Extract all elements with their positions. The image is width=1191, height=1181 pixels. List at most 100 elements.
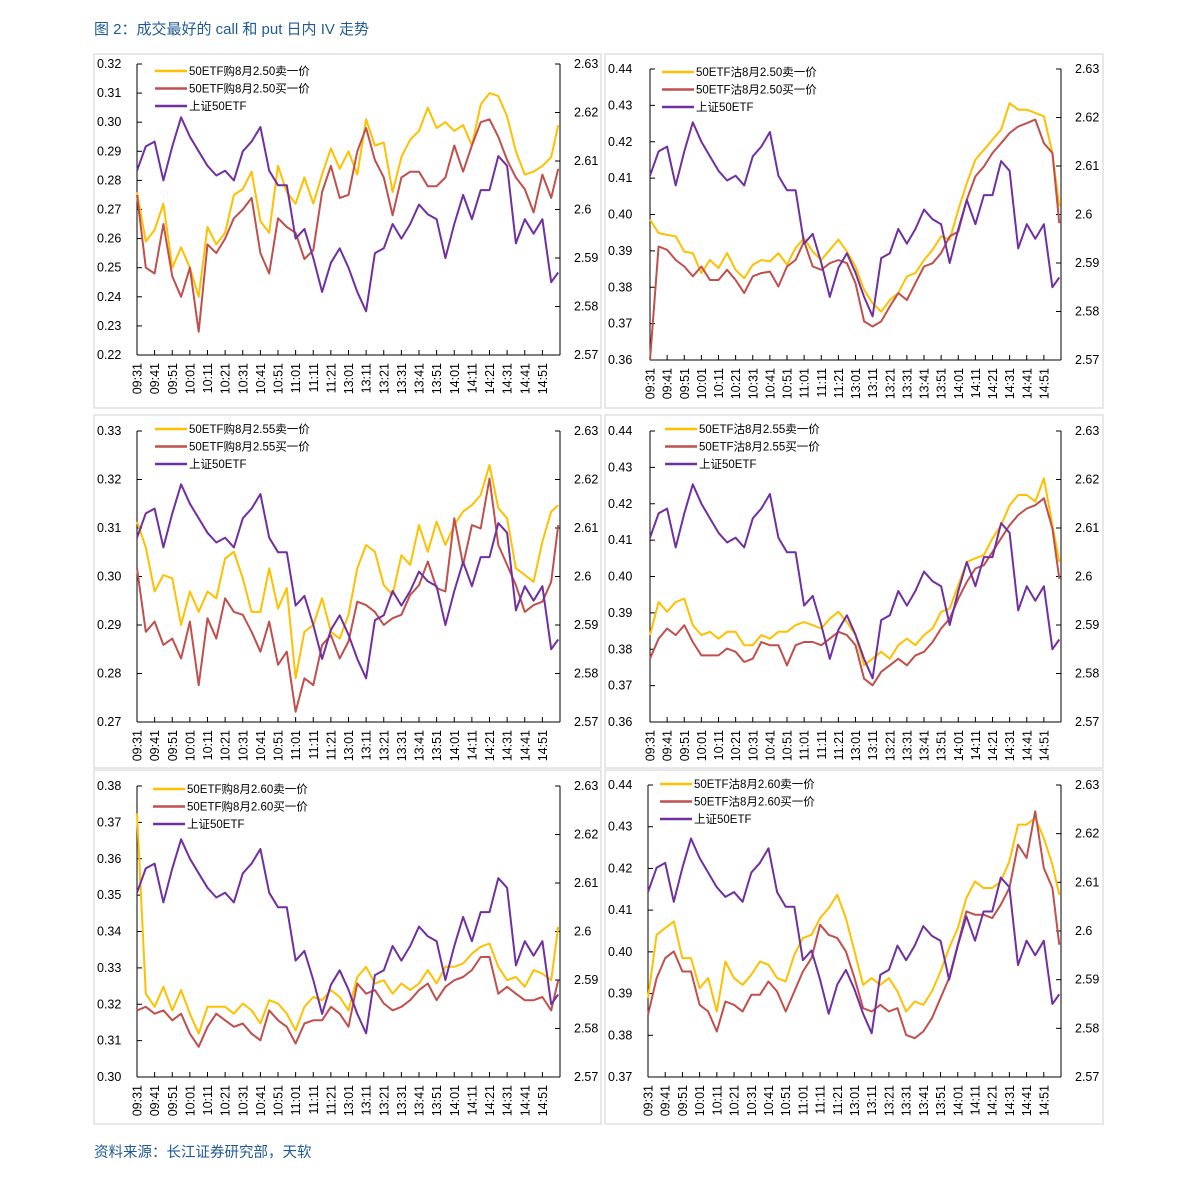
- left-axis-tick-label: 0.32: [97, 997, 121, 1011]
- figure-title: 图 2：成交最好的 call 和 put 日内 IV 走势: [94, 21, 370, 38]
- x-axis-tick-label: 10:41: [254, 363, 268, 394]
- x-axis-tick-label: 09:41: [661, 368, 675, 399]
- right-axis-tick-label: 2.62: [1075, 111, 1099, 125]
- series-line-sell: [136, 92, 560, 298]
- right-axis-tick-label: 2.6: [1075, 924, 1092, 938]
- left-axis-tick-label: 0.38: [608, 1028, 632, 1042]
- x-axis-tick-label: 10:41: [763, 730, 777, 761]
- x-axis-tick-label: 10:21: [219, 730, 233, 761]
- x-axis-tick-label: 13:31: [900, 1085, 914, 1116]
- legend-label: 50ETF购8月2.55卖一价: [189, 422, 310, 436]
- chart-panel-4: 0.44 0.43 0.42 0.41 0.40 0.39 0.38 0.37 0.36 2.63…: [604, 414, 1104, 769]
- x-axis-tick-label: 13:51: [430, 363, 444, 394]
- series-line-sell: [136, 813, 560, 1035]
- x-axis-tick-label: 10:01: [693, 1085, 707, 1116]
- x-axis-tick-label: 14:31: [1003, 1085, 1017, 1116]
- legend-label: 上证50ETF: [699, 458, 757, 471]
- legend-label: 50ETF沽8月2.60买一价: [694, 796, 815, 809]
- right-axis-tick-label: 2.58: [574, 300, 598, 314]
- left-axis-tick-label: 0.42: [608, 861, 632, 875]
- left-axis-tick-label: 0.38: [608, 280, 632, 294]
- chart-panel-3: 0.330.320.310.300.290.280.272.632.622.61…: [93, 414, 602, 769]
- legend-label: 50ETF沽8月2.50买一价: [696, 84, 817, 97]
- x-axis-tick-label: 09:31: [131, 730, 145, 761]
- left-axis-tick-label: 0.39: [608, 606, 632, 620]
- x-axis-tick-label: 14:51: [1037, 730, 1051, 761]
- x-axis-tick-label: 10:51: [272, 1085, 286, 1116]
- series-line-sell: [647, 817, 1061, 1013]
- right-axis-tick-label: 2.58: [574, 667, 598, 681]
- left-axis-tick-label: 0.32: [97, 473, 121, 487]
- left-axis-tick-label: 0.41: [608, 171, 632, 185]
- x-axis-tick-label: 14:51: [536, 363, 550, 394]
- x-axis-tick-label: 13:11: [360, 1085, 374, 1115]
- x-axis-tick-label: 11:11: [307, 363, 321, 392]
- panel-border: [93, 414, 602, 769]
- chart-panel-5: 0.38 0.37 0.36 0.35 0.34 0.33 0.32 0.31 0.30 2.63…: [93, 769, 602, 1125]
- x-axis-tick-label: 13:41: [918, 368, 932, 399]
- left-axis-tick-label: 0.44: [608, 424, 632, 438]
- x-axis-tick-label: 14:01: [952, 368, 966, 399]
- right-axis-tick-label: 2.57: [1075, 353, 1099, 367]
- x-axis-tick-label: 10:21: [729, 368, 743, 399]
- right-axis-tick-label: 2.59: [1075, 618, 1099, 632]
- x-axis-tick-label: 14:21: [483, 730, 497, 761]
- right-axis-tick-label: 2.58: [574, 1022, 598, 1036]
- x-axis-tick-label: 11:11: [307, 730, 321, 759]
- x-axis-tick-label: 10:41: [763, 368, 777, 399]
- x-axis-tick-label: 09:51: [166, 1085, 180, 1116]
- left-axis-tick-label: 0.27: [97, 715, 121, 729]
- left-axis-tick-label: 0.43: [608, 820, 632, 834]
- x-axis-tick-label: 10:31: [236, 363, 250, 394]
- left-axis-tick-label: 0.42: [608, 135, 632, 149]
- x-axis-tick-label: 10:21: [728, 1085, 742, 1116]
- chart-panel-1: 0.32 0.31 0.30 0.29 0.28 0.27 0.26 0.25 0.24 0.23…: [93, 53, 602, 409]
- series-line-buy: [136, 118, 560, 333]
- series-line-sell: [649, 102, 1061, 313]
- x-axis-tick-label: 13:41: [917, 1085, 931, 1116]
- left-axis-tick-label: 0.31: [97, 1034, 121, 1048]
- x-axis-tick-label: 09:51: [678, 368, 692, 399]
- x-axis-tick-label: 14:41: [1020, 730, 1034, 761]
- left-axis-tick-label: 0.41: [608, 903, 632, 917]
- left-axis-tick-label: 0.28: [97, 173, 121, 187]
- x-axis-tick-label: 10:01: [183, 730, 197, 761]
- legend-label: 50ETF沽8月2.55买一价: [699, 441, 820, 454]
- x-axis-tick-label: 14:31: [1003, 368, 1017, 399]
- x-axis-tick-label: 11:11: [815, 730, 829, 759]
- x-axis-tick-label: 14:31: [501, 363, 515, 394]
- left-axis-tick-label: 0.30: [97, 570, 121, 584]
- x-axis-tick-label: 10:11: [201, 1085, 215, 1115]
- series-line-etf: [647, 837, 1061, 1035]
- right-axis-tick-label: 2.61: [574, 876, 598, 890]
- x-axis-tick-label: 11:21: [832, 368, 846, 398]
- x-axis-tick-label: 13:51: [934, 1085, 948, 1116]
- x-axis-tick-label: 11:01: [798, 730, 812, 760]
- series-line-etf: [136, 116, 560, 313]
- x-axis-tick-label: 13:11: [865, 1085, 879, 1115]
- x-axis-tick-label: 14:01: [952, 730, 966, 761]
- right-axis-tick-label: 2.57: [1075, 1070, 1099, 1084]
- left-axis-tick-label: 0.33: [97, 424, 121, 438]
- legend-label: 50ETF购8月2.60买一价: [187, 800, 308, 814]
- right-axis-tick-label: 2.62: [574, 828, 598, 842]
- legend-label: 上证50ETF: [187, 818, 245, 831]
- x-axis-tick-label: 13:01: [342, 730, 356, 761]
- right-axis-tick-label: 2.59: [1075, 256, 1099, 270]
- x-axis-tick-label: 10:31: [745, 1085, 759, 1116]
- x-axis-tick-label: 13:11: [360, 730, 374, 760]
- x-axis-tick-label: 14:11: [465, 730, 479, 760]
- x-axis-tick-label: 13:31: [395, 730, 409, 761]
- left-axis-tick-label: 0.25: [97, 261, 121, 275]
- right-axis-tick-label: 2.6: [574, 925, 591, 939]
- left-axis-tick-label: 0.38: [608, 642, 632, 656]
- left-axis-tick-label: 0.30: [97, 1070, 121, 1084]
- right-axis-tick-label: 2.62: [574, 473, 598, 487]
- left-axis-tick-label: 0.40: [608, 945, 632, 959]
- x-axis-tick-label: 14:31: [501, 1085, 515, 1116]
- left-axis-tick-label: 0.39: [608, 244, 632, 258]
- x-axis-tick-label: 09:31: [644, 368, 658, 399]
- right-axis-tick-label: 2.61: [1075, 521, 1099, 535]
- x-axis-tick-label: 13:51: [935, 368, 949, 399]
